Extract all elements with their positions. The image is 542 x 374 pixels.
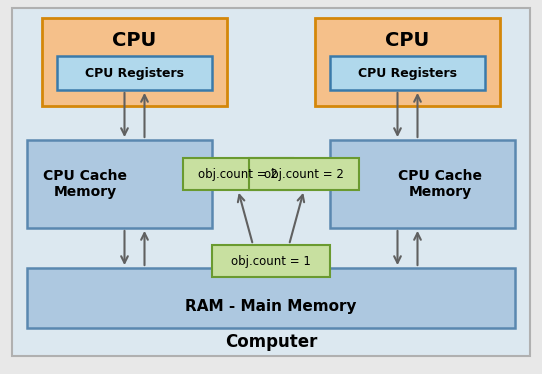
Bar xyxy=(330,56,485,90)
Text: CPU Registers: CPU Registers xyxy=(85,67,184,80)
Bar xyxy=(212,245,330,277)
Text: obj.count = 1: obj.count = 1 xyxy=(231,254,311,267)
Bar xyxy=(57,56,212,90)
Bar xyxy=(27,268,515,328)
Text: CPU: CPU xyxy=(385,31,430,49)
Bar xyxy=(27,140,212,228)
Bar xyxy=(183,158,293,190)
Text: CPU Cache
Memory: CPU Cache Memory xyxy=(398,169,482,199)
Text: CPU: CPU xyxy=(112,31,157,49)
Text: obj.count = 2: obj.count = 2 xyxy=(264,168,344,181)
Text: Computer: Computer xyxy=(225,333,317,351)
Bar xyxy=(42,18,227,106)
Text: obj.count = 2: obj.count = 2 xyxy=(198,168,278,181)
Bar xyxy=(315,18,500,106)
Text: CPU Cache
Memory: CPU Cache Memory xyxy=(43,169,127,199)
Text: CPU Registers: CPU Registers xyxy=(358,67,457,80)
Bar xyxy=(330,140,515,228)
Bar xyxy=(249,158,359,190)
Text: RAM - Main Memory: RAM - Main Memory xyxy=(185,298,357,313)
